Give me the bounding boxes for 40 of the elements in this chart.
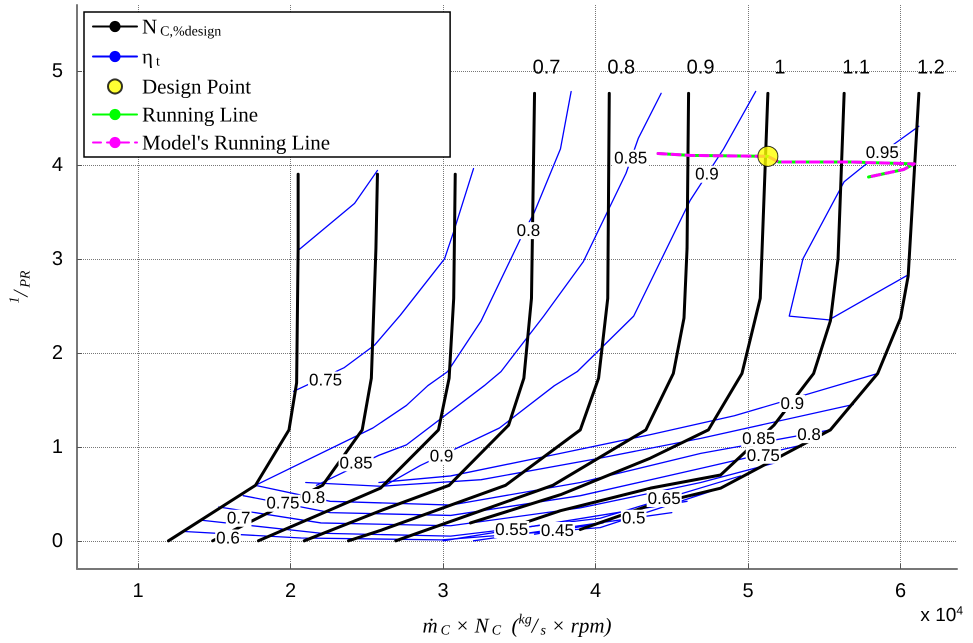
annotation: 0.8 [607,56,636,78]
y-tick-label: 5 [52,60,63,82]
legend-label: Running Line [142,102,258,126]
x-tick-label: 5 [742,580,754,602]
x-tick-label: 6 [895,580,906,602]
annotation: 0.8 [516,221,540,240]
annotation: 0.75 [309,370,342,390]
y-tick-label: 4 [52,154,63,176]
x-tick-label: 1 [132,580,144,602]
annotation: 0.65 [648,489,681,508]
x-tick-label: 2 [284,580,296,602]
annotation: 1 [774,56,786,78]
y-tick-label: 1 [52,436,63,458]
x-tick-label: 3 [437,580,449,602]
y-tick-label: 0 [52,530,63,552]
annotation: 0.85 [614,148,648,168]
annotation: 0.9 [780,394,804,414]
annotation: 0.8 [797,425,821,444]
annotation: 0.7 [532,56,560,78]
annotation: 0.45 [540,520,574,540]
annotation: 1.1 [842,56,870,78]
annotation: 1.2 [916,56,945,78]
annotation: 0.9 [430,446,454,466]
annotation: 0.95 [866,143,899,162]
annotation: 0.6 [216,528,240,548]
annotation: 0.7 [226,508,250,528]
annotation: 0.9 [686,56,714,78]
legend-label: Model's Running Line [142,130,330,154]
annotation: 0.8 [302,488,326,508]
annotation: 0.75 [266,494,300,513]
annotation: 0.5 [622,508,646,528]
x-tick-label: 4 [590,580,602,602]
annotation: 0.75 [746,446,780,465]
annotation: 0.85 [340,453,373,472]
annotation: 0.85 [742,428,776,448]
y-axis-title: 1/PR [8,270,34,304]
annotation: 0.9 [695,164,719,184]
legend-label: Design Point [142,74,252,98]
y-tick-label: 2 [52,342,63,364]
y-tick-label: 3 [52,248,63,270]
